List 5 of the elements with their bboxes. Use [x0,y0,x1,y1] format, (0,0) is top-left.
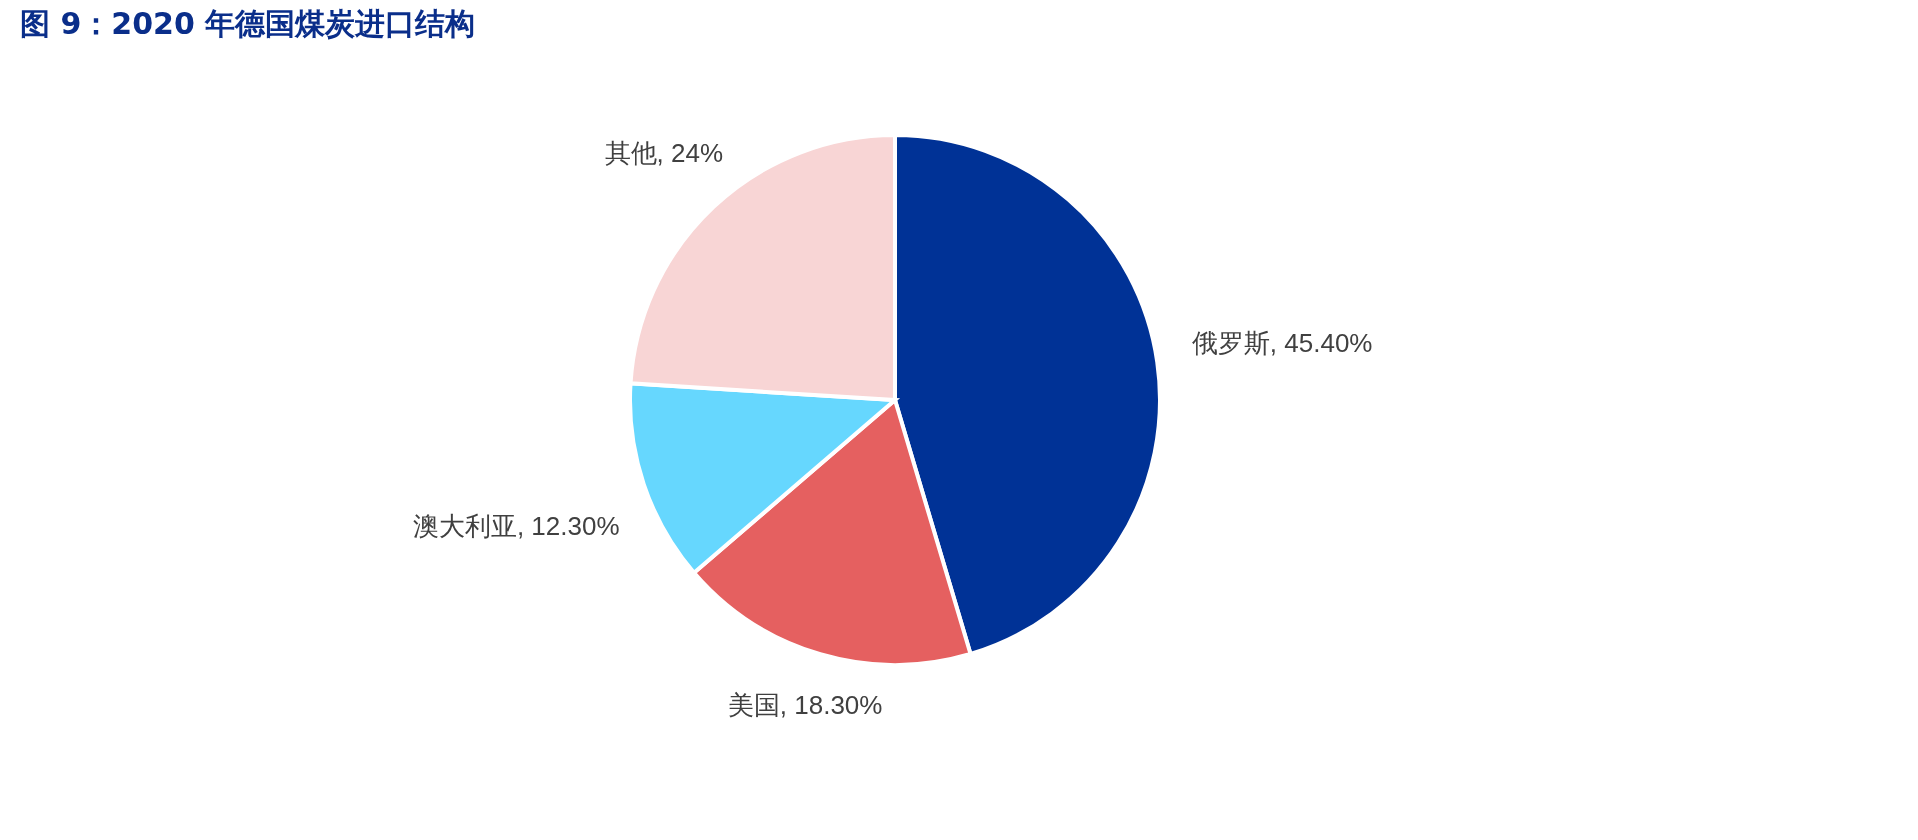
chart-title: 图 9：2020 年德国煤炭进口结构 [20,6,476,41]
slice-label: 美国, 18.30% [727,689,883,720]
slice-label: 澳大利亚, 12.30% [412,511,620,542]
slice-label: 其他, 24% [604,137,724,168]
slice-label: 俄罗斯, 45.40% [1191,327,1373,358]
